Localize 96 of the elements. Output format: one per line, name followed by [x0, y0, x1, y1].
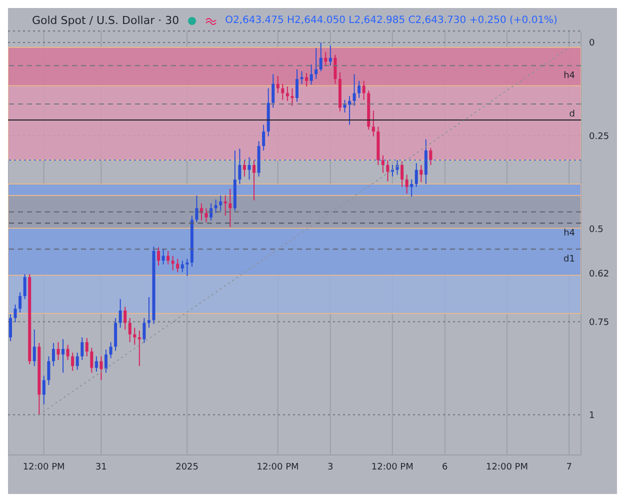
candlestick	[362, 80, 366, 100]
x-tick-label: 2025	[176, 462, 199, 472]
candlestick	[324, 52, 328, 66]
candlestick	[166, 250, 170, 265]
chart-subtitle: O2,643.475 H2,644.050 L2,642.985 C2,643.730 +0.250 (+0.01%)	[225, 15, 558, 26]
candlestick	[71, 352, 74, 372]
candlestick	[262, 124, 266, 151]
candlestick	[372, 110, 375, 137]
candlestick	[429, 147, 432, 166]
candlestick	[242, 160, 246, 178]
x-tick-label: 12:00 PM	[371, 462, 414, 472]
ref-line-label: d1	[564, 254, 575, 265]
x-tick-label: 3	[327, 462, 334, 472]
y2-tick-label: 0.5	[589, 224, 604, 235]
candlestick	[210, 202, 213, 221]
candlestick	[104, 349, 108, 374]
candlestick	[94, 356, 98, 372]
candlestick	[310, 64, 313, 86]
ref-line-label: h4	[564, 71, 576, 82]
candlestick	[224, 195, 227, 216]
candlestick	[133, 327, 136, 346]
candlestick	[14, 304, 17, 323]
candlestick	[42, 375, 46, 405]
candlestick	[414, 162, 418, 188]
y2-tick-label: 0.25	[589, 132, 610, 142]
x-tick-label: 12:00 PM	[256, 462, 299, 472]
candlestick	[420, 164, 423, 183]
candlestick	[186, 258, 189, 276]
candlestick	[228, 188, 232, 228]
candlestick	[171, 255, 174, 271]
candlestick	[9, 314, 12, 342]
candlestick	[176, 258, 180, 273]
candlestick	[142, 318, 146, 344]
candlestick	[300, 70, 304, 84]
candlestick	[90, 347, 94, 374]
candlestick	[328, 45, 332, 66]
candlestick	[276, 76, 280, 94]
candlestick	[343, 99, 346, 114]
x-tick-label: 31	[95, 462, 107, 472]
y2-tick-label: 1	[589, 410, 595, 421]
candlestick	[100, 356, 103, 381]
candlestick	[157, 246, 160, 266]
candlestick	[109, 342, 112, 359]
candlestick	[248, 156, 251, 180]
y2-tick-label: 0	[589, 38, 595, 49]
candlestick	[62, 338, 65, 374]
candlestick	[348, 96, 352, 126]
candlestick	[314, 48, 318, 80]
candlestick	[238, 148, 242, 184]
candlestick	[381, 154, 384, 174]
candlestick	[52, 342, 55, 367]
candlestick	[405, 174, 408, 194]
candlestick	[305, 72, 308, 87]
candlestick	[180, 260, 184, 273]
candlestick	[118, 298, 122, 328]
candlestick	[286, 86, 289, 102]
candlestick	[290, 88, 294, 106]
candlestick	[162, 248, 165, 265]
chart-title: Gold Spot / U.S. Dollar · 30	[32, 14, 180, 27]
candlestick	[85, 338, 88, 357]
candlestick	[204, 208, 208, 223]
candlestick	[352, 74, 356, 106]
candlestick	[386, 160, 390, 182]
x-tick-label: 7	[566, 462, 572, 472]
candlestick	[319, 42, 322, 72]
x-tick-label: 12:00 PM	[486, 462, 528, 472]
candlestick	[32, 329, 36, 367]
candlestick	[296, 68, 298, 102]
candlestick	[128, 318, 132, 343]
candlestick	[400, 160, 404, 188]
y2-tick-label: 0.75	[589, 318, 610, 328]
candlestick	[76, 352, 79, 370]
candlestick	[80, 336, 84, 361]
candlestick	[281, 83, 284, 100]
x-tick-label: 12:00 PM	[22, 462, 65, 472]
candlestick	[47, 356, 50, 386]
candlestick	[66, 344, 70, 361]
ref-line-label: d	[569, 109, 575, 120]
candlestick	[396, 160, 399, 176]
candlestick	[114, 318, 118, 352]
candlestick	[358, 80, 361, 99]
x-tick-label: 6	[442, 462, 448, 472]
candlestick	[147, 296, 150, 328]
candlestick	[334, 54, 337, 84]
candlestick	[18, 292, 22, 313]
candlestick	[56, 342, 60, 361]
candlestick	[124, 306, 127, 330]
candlestick	[272, 74, 275, 108]
candlestick	[219, 195, 222, 212]
y2-tick-label: 0.62	[589, 270, 610, 280]
candlestick	[410, 179, 414, 198]
candlestick	[195, 195, 198, 223]
ref-line-label: h4	[564, 228, 576, 238]
candlestick	[23, 274, 26, 300]
candlestick	[214, 199, 218, 214]
candlestick	[252, 160, 256, 201]
